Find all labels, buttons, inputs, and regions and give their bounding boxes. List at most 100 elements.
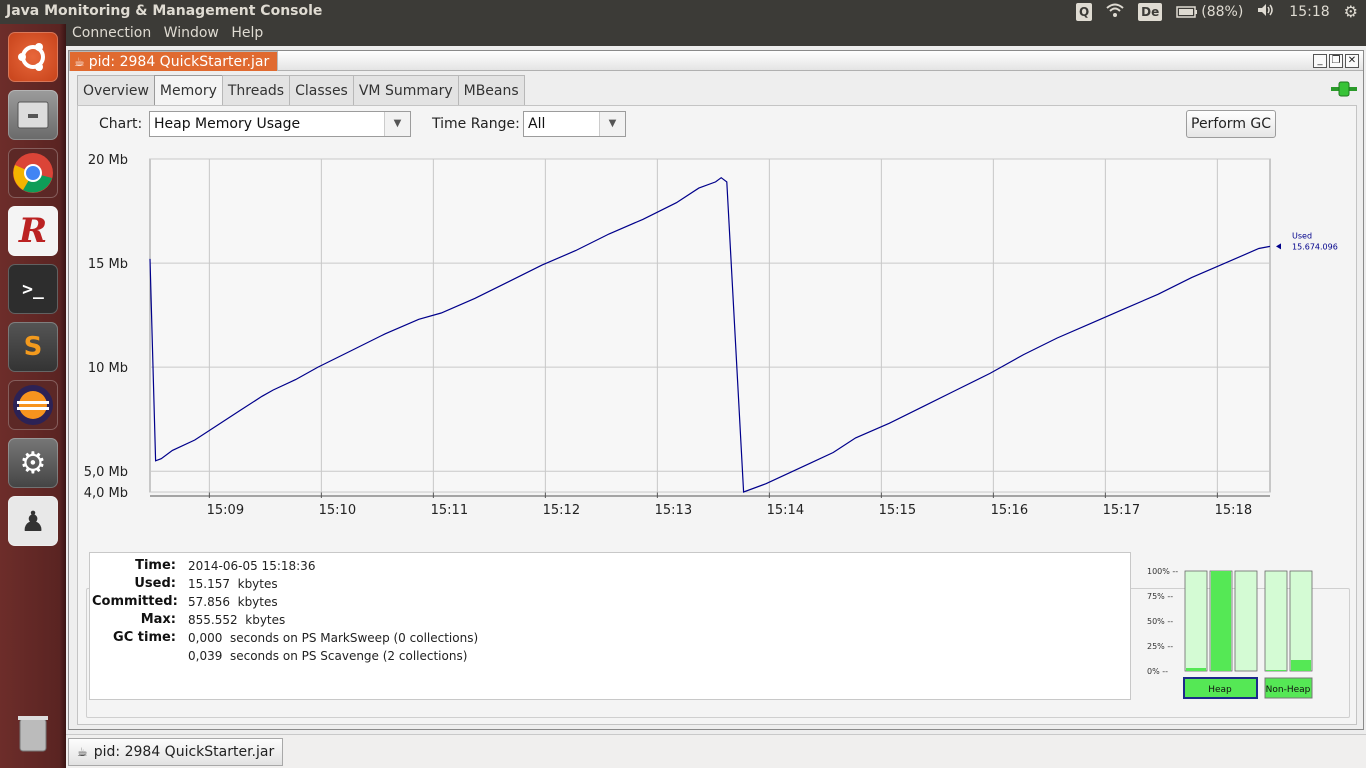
bar-tick-label: 0% --: [1147, 667, 1168, 676]
wifi-icon[interactable]: [1106, 3, 1124, 21]
y-tick-label: 4,0 Mb: [84, 486, 128, 501]
tab-threads[interactable]: Threads: [221, 75, 291, 105]
bar-tick-label: 25% --: [1147, 642, 1173, 651]
minimize-button[interactable]: _: [1313, 54, 1327, 68]
bar-tick-label: 75% --: [1147, 592, 1173, 601]
chart-select-value: Heap Memory Usage: [154, 116, 301, 132]
internal-frame-titlebar[interactable]: ☕ pid: 2984 QuickStarter.jar _ ❐ ✕: [69, 51, 1363, 71]
nonheap-pool-bar[interactable]: [1289, 570, 1313, 672]
battery-indicator[interactable]: (88%): [1176, 4, 1243, 20]
system-settings-icon[interactable]: ⚙: [8, 438, 58, 488]
internal-frame: ☕ pid: 2984 QuickStarter.jar _ ❐ ✕ Overv…: [68, 50, 1364, 730]
battery-percent: (88%): [1201, 3, 1244, 20]
x-tick-label: 15:16: [991, 503, 1028, 518]
x-tick-label: 15:10: [319, 503, 356, 518]
frame-title: pid: 2984 QuickStarter.jar: [88, 53, 270, 70]
x-tick-label: 15:17: [1103, 503, 1140, 518]
maximize-button[interactable]: ❐: [1329, 54, 1343, 68]
close-button[interactable]: ✕: [1345, 54, 1359, 68]
memory-pool-bars: 100% -- 75% -- 50% -- 25% -- 0% -- Heap Non-He…: [1147, 567, 1313, 699]
used-marker-icon: [1276, 243, 1281, 250]
x-tick-label: 15:11: [431, 503, 468, 518]
connection-status-icon[interactable]: [1331, 81, 1357, 101]
bar-tick-label: 100% --: [1147, 567, 1178, 576]
chevron-down-icon[interactable]: ▼: [599, 112, 625, 136]
x-tick-label: 15:18: [1215, 503, 1252, 518]
frame-taskbar: ☕ pid: 2984 QuickStarter.jar: [66, 734, 1366, 768]
y-tick-label: 15 Mb: [88, 257, 128, 272]
x-tick-label: 15:09: [207, 503, 244, 518]
chart-select[interactable]: Heap Memory Usage ▼: [149, 111, 411, 137]
time-range-select[interactable]: All ▼: [523, 111, 626, 137]
x-tick-label: 15:12: [543, 503, 580, 518]
x-tick-label: 15:15: [879, 503, 916, 518]
heap-button[interactable]: [1183, 677, 1258, 699]
battery-icon: [1176, 5, 1198, 18]
detail-value: 0,000 seconds on PS MarkSweep (0 collect…: [188, 631, 479, 645]
used-legend-value: 15.674.096: [1292, 242, 1338, 251]
x-tick-label: 15:13: [655, 503, 692, 518]
heap-pool-bar[interactable]: [1234, 570, 1258, 672]
chrome-icon[interactable]: [8, 148, 58, 198]
java-icon: ☕: [77, 745, 88, 759]
heap-pool-bar-fill: [1186, 668, 1206, 671]
volume-icon[interactable]: [1257, 3, 1275, 21]
y-tick-label: 20 Mb: [88, 153, 128, 168]
x-tick-label: 15:14: [767, 503, 804, 518]
chart-label: Chart:: [99, 116, 143, 132]
used-legend-label: Used: [1292, 231, 1312, 240]
details-panel: Time: 2014-06-05 15:18:36 Used: 15.157 kbyt…: [89, 552, 1131, 700]
taskbar-item[interactable]: ☕ pid: 2984 QuickStarter.jar: [68, 738, 284, 766]
java-icon: ☕: [74, 54, 85, 69]
nonheap-pool-bar-fill: [1291, 660, 1311, 671]
nonheap-pool-bar-fill: [1266, 670, 1286, 671]
menu-window[interactable]: Window: [163, 25, 219, 41]
y-tick-label: 10 Mb: [88, 361, 128, 376]
trash-icon[interactable]: [8, 708, 58, 758]
tab-mbeans[interactable]: MBeans: [457, 75, 525, 105]
app-window: ☕ pid: 2984 QuickStarter.jar _ ❐ ✕ Overv…: [66, 46, 1366, 734]
keyboard-layout-indicator[interactable]: De: [1138, 2, 1163, 21]
time-range-value: All: [528, 116, 546, 132]
menu-connection[interactable]: Connection: [72, 25, 152, 41]
terminal-icon[interactable]: >_: [8, 264, 58, 314]
nonheap-pool-bar[interactable]: [1264, 570, 1288, 672]
jconsole-icon[interactable]: ♟: [8, 496, 58, 546]
heap-pool-bar-fill: [1211, 571, 1231, 671]
nonheap-button-label: Non-Heap: [1266, 685, 1311, 695]
launcher: R >_ S ⚙ ♟: [0, 24, 66, 768]
perform-gc-button[interactable]: Perform GC: [1186, 110, 1277, 138]
q-indicator-icon[interactable]: Q: [1075, 2, 1093, 21]
detail-key: Committed:: [92, 594, 178, 609]
sublime-text-icon[interactable]: S: [8, 322, 58, 372]
taskbar-item-label: pid: 2984 QuickStarter.jar: [93, 744, 275, 760]
detail-value: 15.157 kbytes: [188, 577, 278, 591]
frame-title-tab[interactable]: ☕ pid: 2984 QuickStarter.jar: [69, 51, 279, 71]
top-panel: Java Monitoring & Management Console Q D…: [0, 0, 1366, 24]
detail-value: 57.856 kbytes: [188, 595, 278, 609]
tab-memory[interactable]: Memory: [153, 75, 223, 106]
detail-value: 2014-06-05 15:18:36: [188, 559, 316, 573]
tab-bar: Overview Memory Threads Classes VM Summa…: [77, 75, 525, 106]
menu-help[interactable]: Help: [231, 25, 264, 41]
memory-chart: 15:09 15:10 15:11 15:12 15:13 15:14 15:15 15:16…: [84, 153, 1338, 518]
detail-key: Time:: [135, 558, 176, 573]
ubuntu-dash-icon[interactable]: [8, 32, 58, 82]
series-line-used: [149, 176, 1271, 493]
heap-pool-bar[interactable]: [1184, 570, 1208, 672]
gear-icon[interactable]: ⚙: [1343, 2, 1358, 21]
tab-vm-summary[interactable]: VM Summary: [352, 75, 459, 105]
bar-tick-label: 50% --: [1147, 617, 1173, 626]
time-range-label: Time Range:: [432, 116, 520, 132]
eclipse-icon[interactable]: [8, 380, 58, 430]
files-icon[interactable]: [8, 90, 58, 140]
clock[interactable]: 15:18: [1289, 3, 1330, 20]
nonheap-button[interactable]: [1264, 677, 1313, 699]
indicator-area: Q De (88%) 15:18 ⚙: [1075, 2, 1358, 21]
detail-key: Max:: [140, 612, 176, 627]
tab-overview[interactable]: Overview: [77, 75, 155, 105]
detail-value: 855.552 kbytes: [188, 613, 286, 627]
rstudio-icon[interactable]: R: [8, 206, 58, 256]
chevron-down-icon[interactable]: ▼: [384, 112, 410, 136]
tab-classes[interactable]: Classes: [289, 75, 354, 105]
